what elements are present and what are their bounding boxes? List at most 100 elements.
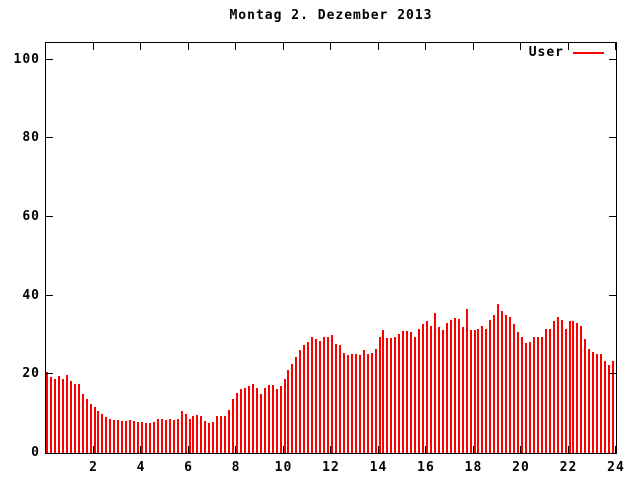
impulse-bar (319, 341, 322, 453)
impulse-bar (137, 421, 140, 453)
x-tick (425, 446, 426, 453)
impulse-bar (429, 325, 432, 453)
y-tick (46, 137, 53, 139)
impulse-bar (279, 386, 282, 453)
impulse-bar (370, 353, 373, 453)
impulse-bar (291, 363, 294, 453)
impulse-bar (441, 330, 444, 453)
x-tick-top (377, 43, 379, 50)
impulse-bar (540, 336, 543, 453)
impulse-bar (243, 388, 246, 453)
impulse-bar (172, 419, 175, 453)
impulse-bar (81, 393, 84, 453)
impulse-bar (572, 321, 575, 453)
impulse-bar (552, 320, 555, 453)
impulse-bar (85, 398, 88, 453)
x-tick-top (187, 43, 189, 50)
x-tick-top (472, 43, 474, 50)
legend-series-label: User (528, 45, 564, 60)
impulse-bar (105, 416, 108, 453)
impulse-bar (255, 388, 258, 453)
x-tick-label: 2 (89, 460, 98, 475)
impulse-bar (517, 331, 520, 453)
impulse-bar (125, 420, 128, 453)
impulse-bar (113, 419, 116, 453)
x-tick (567, 446, 569, 453)
impulse-bar (263, 388, 266, 453)
impulse-bar (461, 327, 464, 453)
impulse-bar (283, 378, 286, 453)
impulse-bar (220, 416, 223, 453)
impulse-bar (93, 407, 96, 453)
impulse-bar (584, 338, 587, 453)
impulse-bar (236, 392, 238, 453)
chart-title: Montag 2. Dezember 2013 (229, 8, 433, 23)
impulse-bar (148, 423, 151, 453)
impulse-bar (513, 323, 516, 453)
impulse-bar (465, 308, 468, 453)
impulse-bar (121, 420, 124, 453)
plot-canvas: 0 20 40 60 80 100 2 4 6 8 10 12 14 16 18 20 22 24 (14, 43, 624, 475)
impulse-bar (410, 331, 413, 453)
x-tick-label: 18 (464, 460, 483, 475)
impulse-bar (216, 416, 219, 453)
x-tick (520, 446, 521, 453)
impulse-bar (109, 419, 112, 453)
x-tick (92, 446, 94, 453)
impulse-bar (275, 388, 278, 453)
impulse-bar (188, 418, 191, 453)
x-tick (472, 446, 474, 453)
impulse-bar (358, 354, 361, 453)
legend: User (529, 45, 604, 60)
impulse-bar (402, 331, 405, 453)
impulse-bar (342, 353, 345, 453)
x-tick-top (92, 43, 94, 50)
impulse-bar (445, 323, 448, 453)
impulse-bar (536, 336, 539, 453)
impulse-bar (362, 349, 365, 453)
x-tick-label: 14 (369, 460, 388, 475)
impulse-bar (378, 336, 381, 453)
y-tick (46, 373, 53, 375)
impulse-bar (57, 375, 60, 453)
impulse-bar (303, 344, 306, 453)
impulse-bar (608, 365, 611, 453)
y-tick-label: 100 (13, 51, 40, 67)
impulse-bar (501, 310, 504, 453)
impulse-bar (271, 384, 274, 453)
y-tick-label: 20 (22, 366, 40, 382)
x-tick (235, 446, 236, 453)
plot-area: 0 20 40 60 80 100 2 4 6 8 10 12 14 16 18 20 22 24 User (14, 42, 624, 475)
impulse-bar (287, 370, 290, 453)
impulse-bar (144, 423, 147, 453)
impulse-bar (327, 336, 330, 453)
impulse-bar (331, 334, 333, 453)
impulse-bar (505, 315, 508, 453)
impulse-bar (604, 360, 607, 453)
impulse-bar (117, 419, 120, 453)
impulse-bar (509, 316, 512, 453)
impulse-bar (386, 337, 389, 453)
x-tick-top (425, 43, 426, 50)
impulse-bar (232, 398, 235, 453)
legend-line-sample (573, 51, 604, 54)
impulse-bar (556, 316, 559, 453)
y-tick-right (609, 137, 616, 139)
impulse-bar (528, 342, 531, 453)
impulse-bar (564, 328, 567, 453)
impulse-bar (168, 418, 171, 453)
x-tick (187, 446, 189, 453)
y-tick (46, 215, 53, 217)
impulse-bar (422, 323, 425, 453)
impulse-bar (346, 355, 349, 453)
impulse-bar (239, 388, 242, 453)
impulse-bar (390, 337, 393, 453)
impulse-bar (251, 383, 254, 453)
impulse-bar (449, 320, 452, 453)
impulse-bar (212, 422, 215, 453)
x-tick-label: 22 (559, 460, 578, 475)
impulse-bar (61, 378, 64, 453)
impulse-bar (299, 350, 302, 453)
impulse-bar (548, 328, 551, 453)
y-tick-label: 60 (22, 208, 40, 224)
